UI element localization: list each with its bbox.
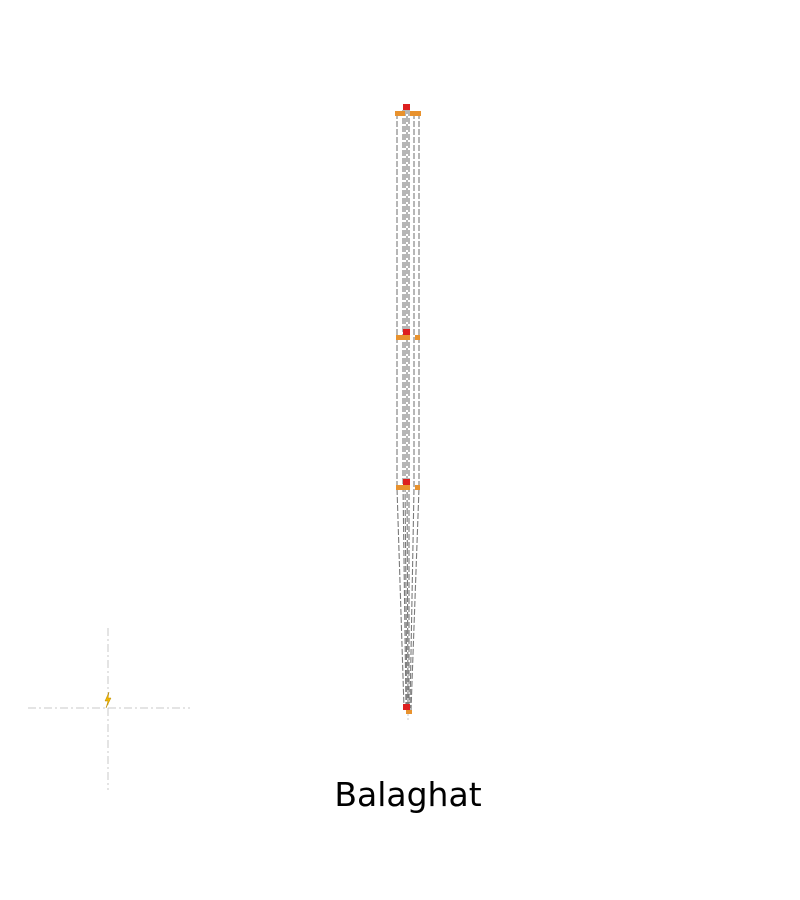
insulator-base bbox=[403, 704, 410, 710]
crossarm-lower-left bbox=[396, 485, 410, 490]
wire-inner-left bbox=[402, 110, 407, 709]
wire-inner-left-2 bbox=[404, 110, 408, 709]
insulator-middle bbox=[403, 329, 410, 335]
crossarm-middle-right bbox=[415, 335, 420, 340]
diagram-caption: Balaghat bbox=[334, 775, 482, 814]
crossarm-base bbox=[406, 710, 412, 714]
tower-lower bbox=[396, 479, 420, 490]
tower-middle bbox=[396, 329, 420, 340]
wire-outer-left bbox=[396, 113, 405, 709]
tower-base bbox=[403, 704, 412, 722]
wire-center bbox=[406, 108, 409, 709]
lightning-marker-icon bbox=[104, 691, 112, 709]
conductor-wires bbox=[396, 108, 420, 711]
tower-top bbox=[395, 104, 421, 116]
crossarm-middle-left bbox=[396, 335, 410, 340]
crosshair-reference bbox=[28, 628, 190, 790]
insulator-lower bbox=[403, 479, 410, 485]
crossarm-top-left bbox=[395, 111, 405, 116]
wire-right bbox=[409, 113, 415, 709]
insulator-top bbox=[403, 104, 410, 110]
wire-outer-right bbox=[410, 113, 420, 711]
crossarm-top-right bbox=[410, 111, 421, 116]
crossarm-lower-right bbox=[415, 485, 420, 490]
